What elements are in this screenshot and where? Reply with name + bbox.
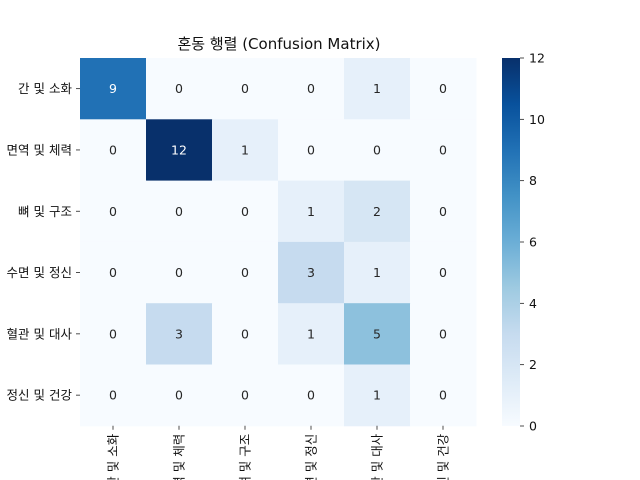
heatmap-cell [212, 303, 279, 365]
cell-value-label: 0 [241, 388, 249, 403]
cell-value-label: 0 [109, 142, 117, 157]
heatmap-cell [212, 180, 279, 243]
cell-value-label: 0 [439, 142, 447, 157]
heatmap-cell [146, 241, 213, 304]
cell-value-label: 1 [307, 204, 315, 219]
heatmap-cell [146, 58, 213, 120]
column-label: 혈관 및 대사 [370, 433, 385, 480]
heatmap-cell [278, 119, 345, 182]
cell-value-label: 1 [241, 142, 249, 157]
column-label: 뼈 및 구조 [238, 434, 253, 480]
heatmap-cell [344, 364, 411, 427]
cell-value-label: 0 [241, 265, 249, 280]
cell-value-label: 2 [373, 204, 381, 219]
heatmap-cell [212, 241, 279, 304]
cell-value-label: 0 [439, 81, 447, 96]
cell-value-label: 0 [439, 265, 447, 280]
cell-value-label: 1 [307, 326, 315, 341]
cell-value-label: 0 [175, 204, 183, 219]
heatmap-cell [146, 303, 213, 365]
heatmap-cell [80, 58, 147, 120]
row-label: 정신 및 건강 [7, 388, 73, 403]
colorbar-tick-label: 10 [529, 112, 545, 127]
heatmap-cell [212, 364, 279, 427]
heatmap-cell [410, 58, 477, 120]
row-label: 수면 및 정신 [7, 265, 72, 280]
column-label: 간 및 소화 [106, 433, 121, 480]
cell-value-label: 0 [307, 142, 315, 157]
heatmap-cell [410, 180, 477, 243]
column-label: 면역 및 체력 [172, 434, 187, 480]
cell-value-label: 0 [109, 326, 117, 341]
heatmap-cells: 9 0 0 0 1 00 12 1 0 0 00 0 0 1 2 00 0 0 3 1 00 3 0 1 5 00 0 0 0 1 0 [80, 58, 477, 427]
heatmap-cell [410, 364, 477, 427]
heatmap-cell [344, 180, 411, 243]
heatmap-cell [80, 241, 147, 304]
cell-value-label: 9 [109, 81, 117, 96]
heatmap-cell [80, 303, 147, 365]
heatmap-cell [344, 303, 411, 365]
colorbar-tick-label: 0 [529, 419, 537, 434]
cell-value-label: 0 [109, 265, 117, 280]
cell-value-label: 12 [171, 142, 187, 157]
cell-value-label: 3 [175, 326, 183, 341]
heatmap-cell [146, 364, 213, 427]
heatmap-cell [212, 58, 279, 120]
cell-value-label: 0 [109, 388, 117, 403]
colorbar-ticks: 0 2 4 6 8 10 12 [520, 51, 545, 434]
heatmap-cell [278, 303, 345, 365]
heatmap-cell [278, 241, 345, 304]
heatmap-cell [410, 303, 477, 365]
heatmap-cell [344, 119, 411, 182]
cell-value-label: 0 [175, 265, 183, 280]
heatmap-cell [80, 364, 147, 427]
row-label: 면역 및 체력 [7, 142, 72, 157]
cell-value-label: 0 [109, 204, 117, 219]
colorbar-tick-label: 6 [529, 235, 537, 250]
heatmap-cell [344, 58, 411, 120]
colorbar-tick-label: 12 [529, 51, 545, 66]
heatmap-cell [278, 58, 345, 120]
cell-value-label: 0 [241, 326, 249, 341]
heatmap-cell [146, 180, 213, 243]
cell-value-label: 0 [307, 81, 315, 96]
heatmap-cell [278, 364, 345, 427]
column-labels: 간 및 소화 면역 및 체력 뼈 및 구조 수면 및 정신 혈관 및 대사 정신 및 건강 [106, 425, 451, 480]
heatmap-cell [344, 241, 411, 304]
row-label: 뼈 및 구조 [18, 204, 72, 219]
cell-value-label: 3 [307, 265, 315, 280]
column-label: 정신 및 건강 [436, 433, 451, 480]
colorbar-tick-label: 4 [529, 296, 537, 311]
cell-value-label: 1 [373, 265, 381, 280]
row-label: 혈관 및 대사 [7, 326, 73, 341]
heatmap-cell [410, 119, 477, 182]
heatmap-cell [212, 119, 279, 182]
cell-value-label: 0 [439, 204, 447, 219]
cell-value-label: 0 [373, 142, 381, 157]
chart-title: 혼동 행렬 (Confusion Matrix) [177, 35, 380, 53]
row-label: 간 및 소화 [18, 81, 72, 96]
heatmap-cell [80, 180, 147, 243]
cell-value-label: 1 [373, 81, 381, 96]
cell-value-label: 0 [241, 204, 249, 219]
colorbar-tick-label: 8 [529, 173, 537, 188]
column-label: 수면 및 정신 [304, 434, 319, 480]
cell-value-label: 1 [373, 388, 381, 403]
cell-value-label: 0 [439, 326, 447, 341]
heatmap-cell [278, 180, 345, 243]
cell-value-label: 0 [439, 388, 447, 403]
colorbar-tick-label: 2 [529, 357, 537, 372]
cell-value-label: 5 [373, 326, 381, 341]
cell-value-label: 0 [175, 388, 183, 403]
cell-value-label: 0 [241, 81, 249, 96]
colorbar [502, 58, 520, 426]
heatmap-cell [80, 119, 147, 182]
cell-value-label: 0 [175, 81, 183, 96]
heatmap-cell [410, 241, 477, 304]
heatmap-cell [146, 119, 213, 182]
cell-value-label: 0 [307, 388, 315, 403]
